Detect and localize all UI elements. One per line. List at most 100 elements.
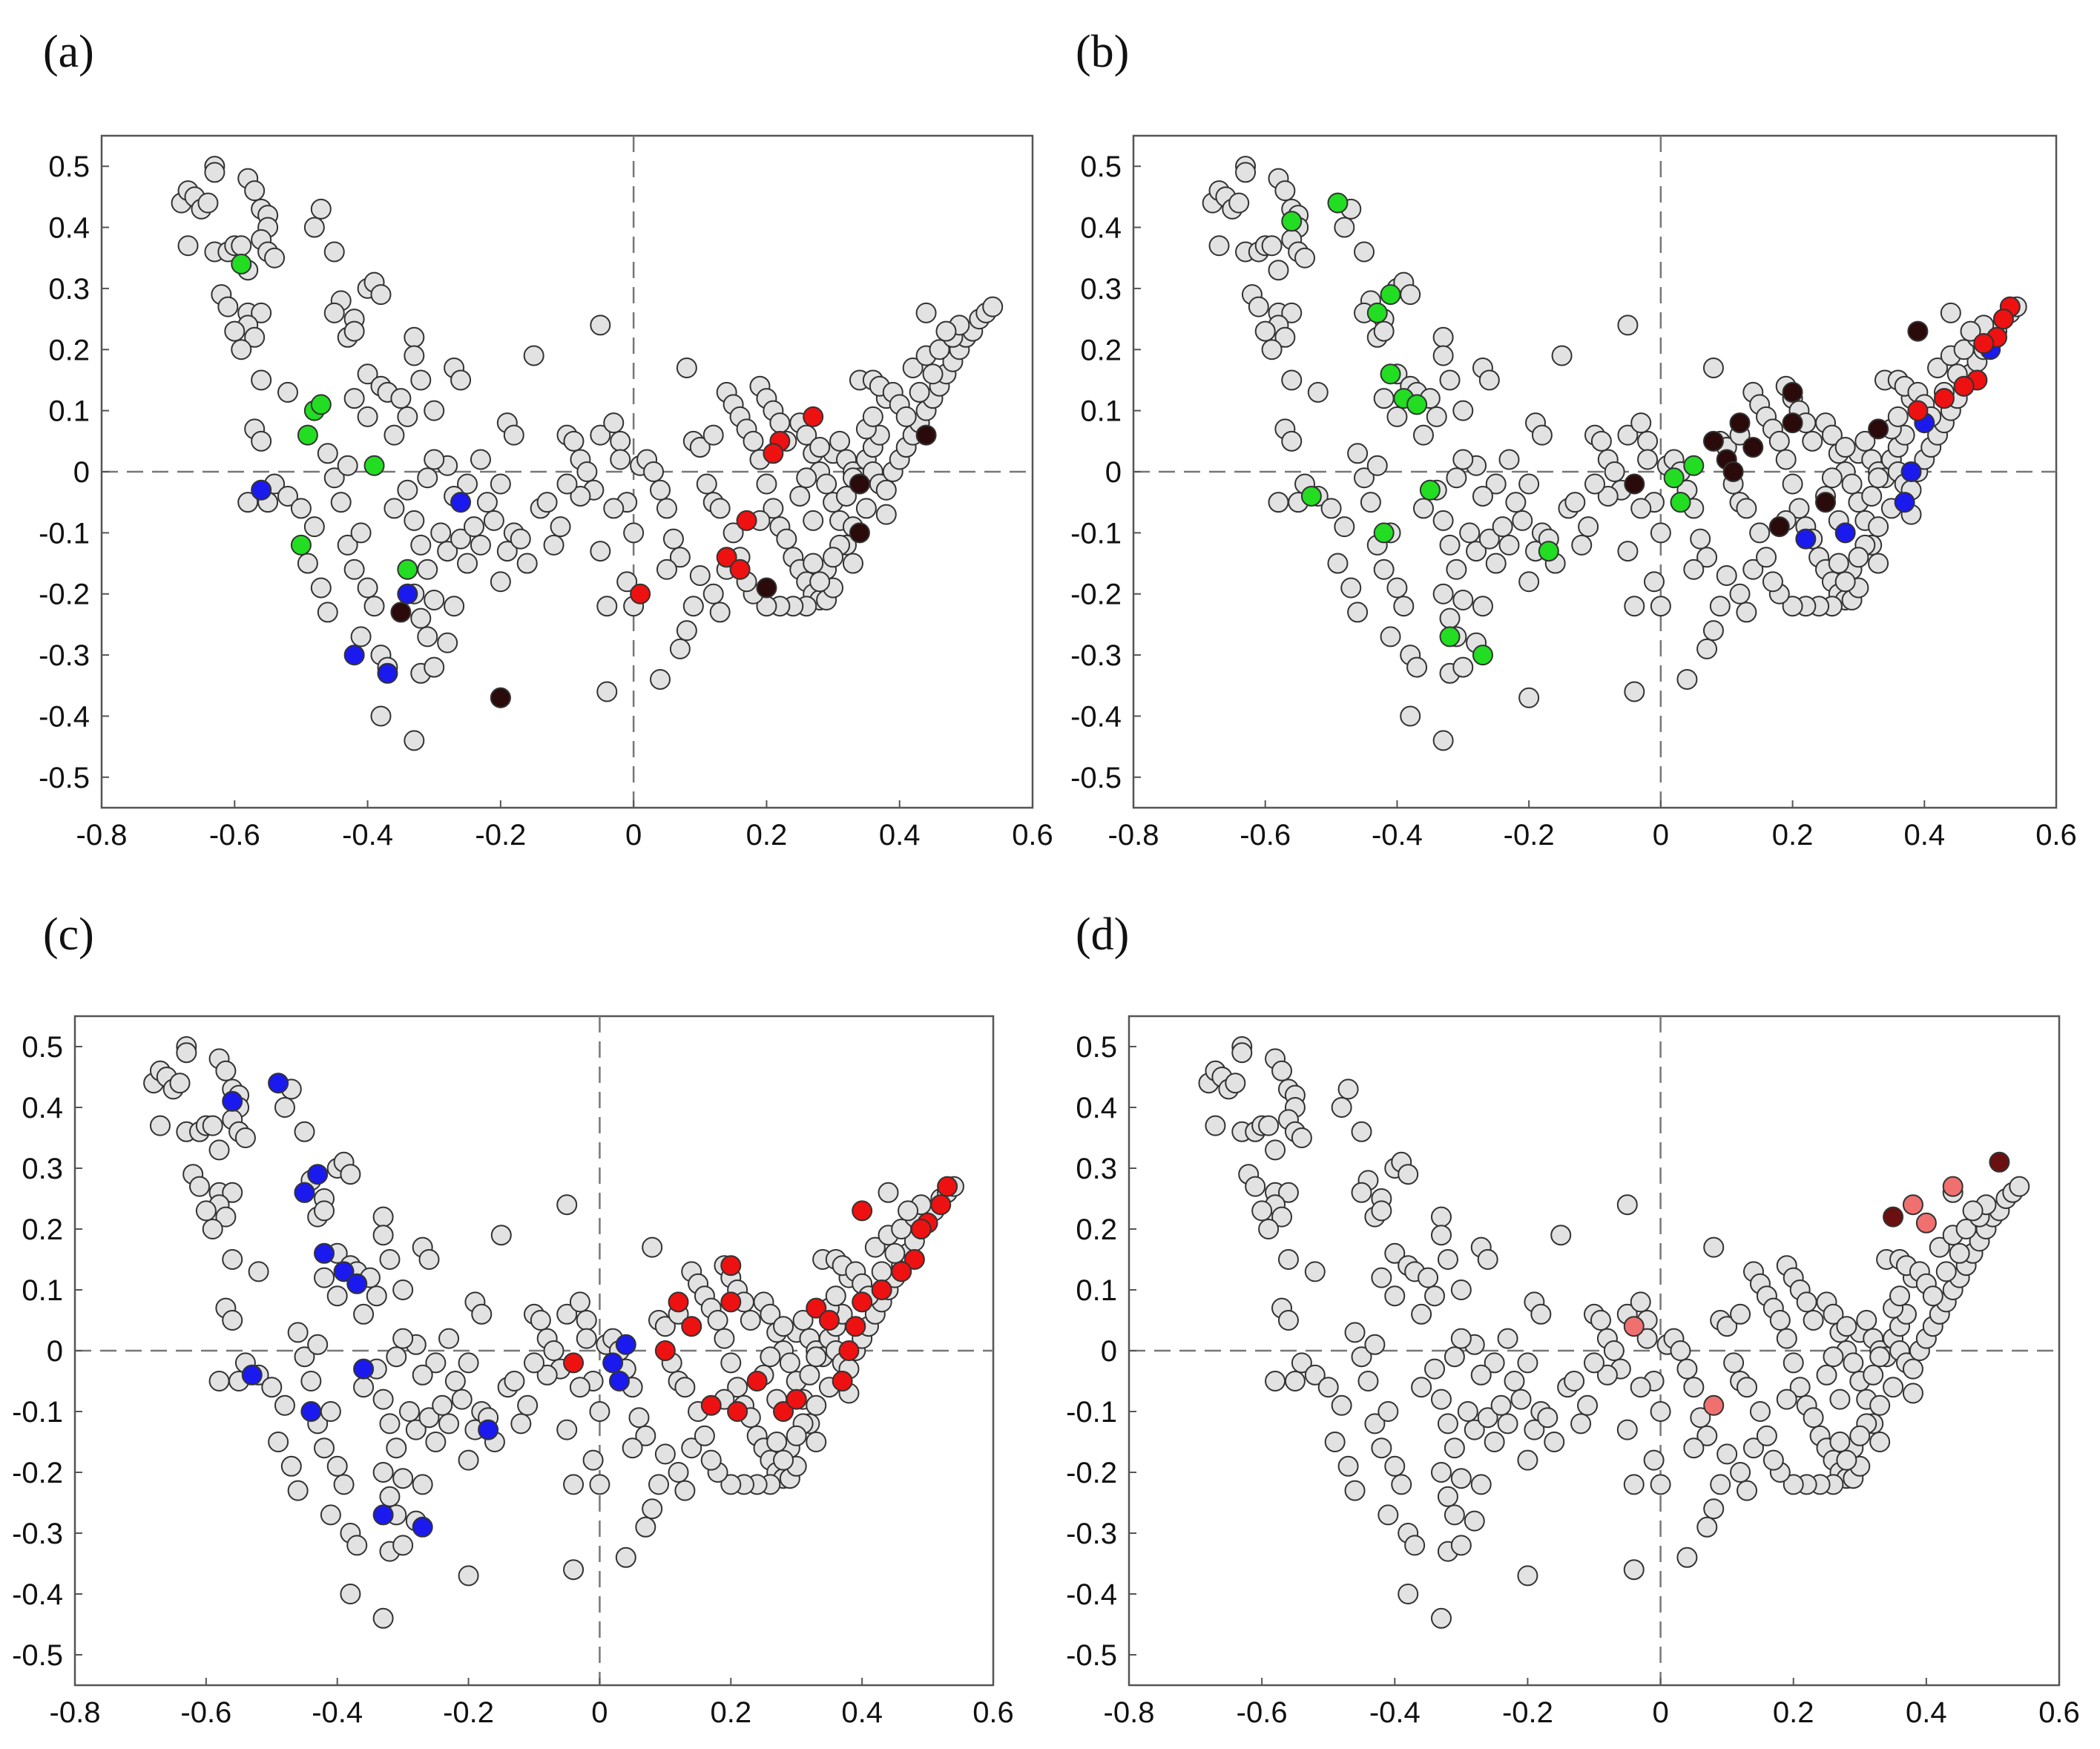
scatter-point-grey — [1518, 571, 1540, 593]
scatter-point-grey — [1868, 467, 1889, 489]
scatter-point-grey — [603, 412, 625, 434]
scatter-point-green — [231, 253, 252, 274]
x-tick-label: -0.2 — [1502, 1696, 1553, 1729]
scatter-point-green — [297, 424, 318, 446]
scatter-point-grey — [610, 449, 631, 470]
x-tick-label: 0.2 — [1772, 819, 1814, 852]
scatter-point-green — [1419, 479, 1441, 501]
scatter-point-grey — [1208, 235, 1230, 257]
scatter-point-grey — [326, 1455, 348, 1477]
scatter-point-red — [852, 1291, 873, 1313]
scatter-point-grey — [1439, 369, 1461, 391]
scatter-point-grey — [410, 534, 432, 556]
scatter-point-grey — [1650, 596, 1671, 617]
scatter-point-black — [1768, 516, 1790, 538]
scatter-point-grey — [202, 1219, 223, 1239]
scatter-point-grey — [1863, 1364, 1884, 1386]
scatter-point-grey — [700, 1449, 722, 1471]
scatter-point-grey — [1756, 1425, 1777, 1446]
scatter-point-blue — [251, 479, 272, 501]
scatter-point-grey — [1690, 1407, 1711, 1429]
scatter-point-green — [1380, 284, 1401, 306]
x-tick-label: 0.4 — [1903, 819, 1945, 852]
scatter-point-grey — [596, 596, 618, 617]
scatter-point-red — [729, 559, 751, 580]
scatter-point-red — [630, 583, 651, 605]
scatter-point-grey — [261, 1377, 283, 1398]
scatter-point-grey — [1384, 1242, 1406, 1264]
scatter-point-grey — [386, 1437, 407, 1459]
scatter-point-grey — [307, 1334, 329, 1355]
scatter-point-grey — [1530, 1303, 1552, 1325]
scatter-point-grey — [1432, 730, 1454, 751]
y-tick-label: 0.4 — [22, 1092, 63, 1124]
scatter-point-grey — [543, 1340, 565, 1361]
scatter-point-grey — [727, 1377, 748, 1398]
scatter-point-grey — [1736, 602, 1757, 623]
scatter-point-grey — [799, 1364, 820, 1386]
scatter-point-grey — [197, 192, 219, 214]
y-tick-label: 0.1 — [1076, 1274, 1117, 1307]
scatter-point-grey — [1617, 424, 1639, 446]
scatter-point-blue — [377, 662, 398, 684]
scatter-point-grey — [654, 1316, 676, 1337]
scatter-point-grey — [424, 656, 445, 678]
scatter-point-grey — [982, 296, 1004, 317]
scatter-point-grey — [1636, 1328, 1658, 1349]
scatter-point-grey — [224, 320, 246, 342]
x-tick-label: 0 — [625, 819, 642, 852]
scatter-point-grey — [1960, 320, 1981, 342]
scatter-point-grey — [397, 406, 418, 427]
scatter-point-grey — [392, 1328, 414, 1349]
scatter-point-blue — [608, 1371, 630, 1391]
scatter-point-grey — [1517, 1352, 1538, 1374]
scatter-point-grey — [1430, 1389, 1452, 1410]
scatter-point-grey — [234, 1127, 256, 1148]
y-tick-label: -0.1 — [1070, 517, 1122, 550]
scatter-point-grey — [786, 1425, 807, 1446]
scatter-point-grey — [510, 1413, 532, 1435]
scatter-point-grey — [1400, 705, 1421, 727]
scatter-point-grey — [231, 235, 252, 257]
scatter-point-grey — [536, 1364, 558, 1386]
scatter-point-grey — [297, 553, 318, 574]
scatter-point-grey — [796, 467, 817, 489]
scatter-point-grey — [1304, 1261, 1326, 1282]
scatter-point-grey — [576, 461, 598, 482]
scatter-point-grey — [556, 1194, 578, 1216]
scatter-point-grey — [1485, 473, 1507, 495]
scatter-point-grey — [1729, 583, 1751, 605]
scatter-point-red — [654, 1340, 676, 1361]
scatter-point-grey — [1277, 1182, 1299, 1203]
scatter-point-grey — [333, 1474, 355, 1495]
scatter-point-grey — [1887, 406, 1909, 427]
scatter-point-grey — [392, 1535, 414, 1556]
scatter-point-grey — [357, 577, 378, 599]
scatter-point-red — [763, 443, 784, 464]
scatter-point-grey — [1393, 596, 1415, 617]
scatter-point-blue — [333, 1261, 355, 1282]
scatter-point-grey — [1696, 547, 1718, 568]
scatter-point-grey — [464, 516, 484, 538]
scatter-point-grey — [556, 1419, 578, 1440]
scatter-point-grey — [1477, 1407, 1498, 1429]
scatter-point-grey — [320, 1504, 341, 1526]
scatter-point-grey — [1344, 1480, 1366, 1501]
scatter-point-grey — [280, 1455, 302, 1477]
x-tick-label: -0.4 — [1369, 1696, 1421, 1729]
scatter-point-grey — [217, 296, 239, 317]
scatter-point-grey — [915, 302, 937, 323]
y-tick-label: 0.3 — [1076, 1153, 1117, 1185]
scatter-point-grey — [656, 559, 677, 580]
scatter-point-grey — [1354, 467, 1375, 489]
scatter-point-grey — [1518, 473, 1540, 495]
scatter-point-grey — [1935, 1261, 1957, 1282]
y-tick-label: 0.5 — [48, 151, 90, 183]
scatter-point-black — [915, 424, 937, 446]
scatter-point-grey — [1231, 1042, 1253, 1064]
x-tick-label: 0.2 — [710, 1696, 751, 1729]
scatter-point-grey — [404, 510, 425, 531]
scatter-point-grey — [437, 541, 458, 562]
scatter-point-grey — [340, 1584, 361, 1604]
scatter-point-grey — [1802, 430, 1823, 452]
